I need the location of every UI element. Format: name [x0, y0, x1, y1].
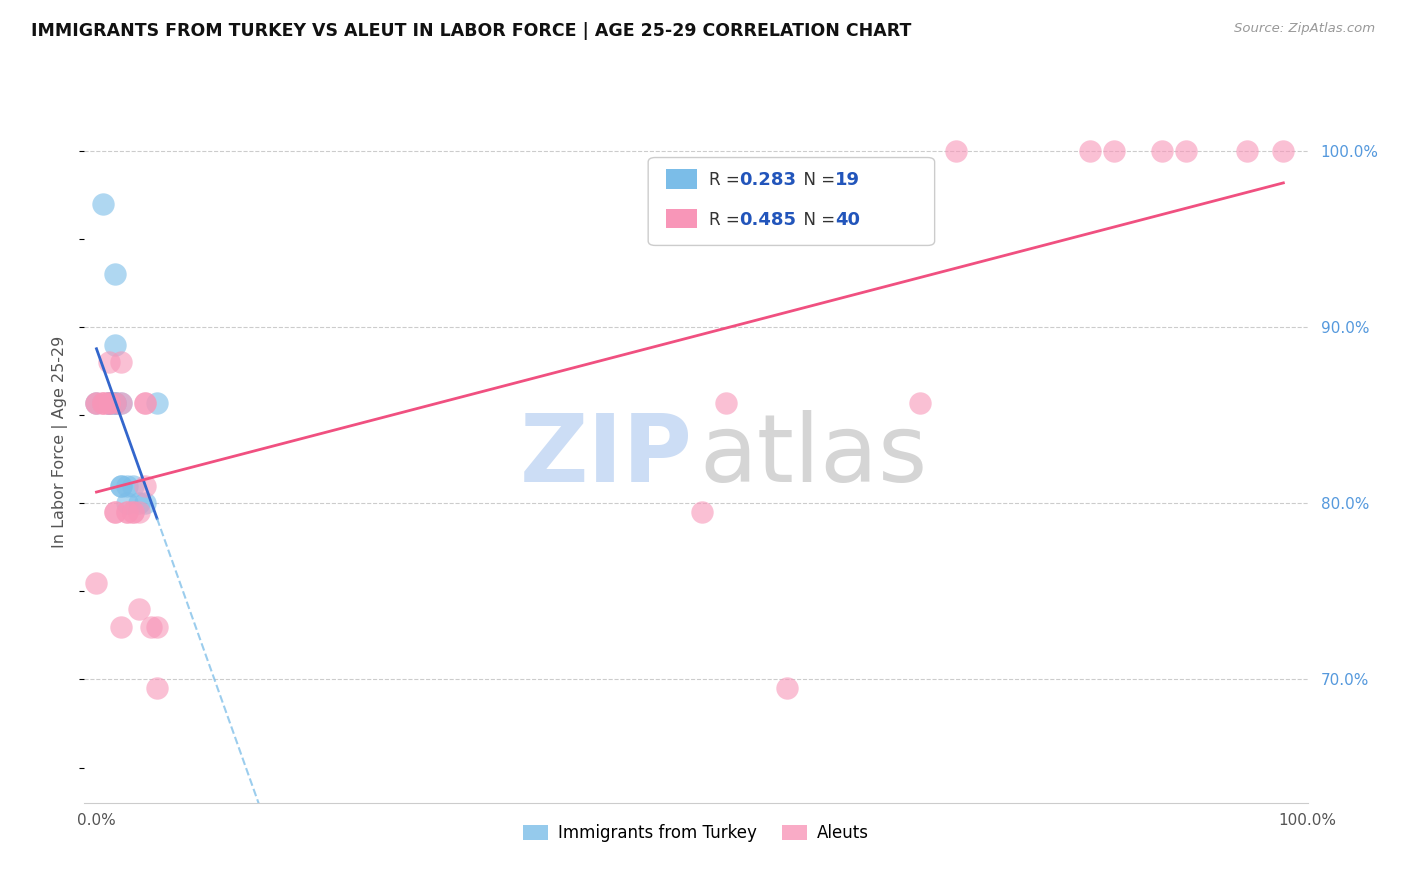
Text: atlas: atlas [700, 410, 928, 502]
Point [91, 396, 114, 410]
Legend: Immigrants from Turkey, Aleuts: Immigrants from Turkey, Aleuts [516, 817, 876, 848]
Text: 0.485: 0.485 [740, 211, 797, 228]
Point [146, 396, 169, 410]
Point [97, 396, 120, 410]
Point [873, 196, 896, 211]
Point [1152, 144, 1174, 158]
Point [121, 478, 143, 492]
Point [1236, 144, 1258, 158]
Point [86, 396, 108, 410]
Point [110, 478, 132, 492]
Point [1102, 144, 1125, 158]
Point [104, 505, 127, 519]
Point [115, 496, 138, 510]
Point [86, 396, 108, 410]
Point [115, 478, 138, 492]
Point [110, 355, 132, 369]
Text: Source: ZipAtlas.com: Source: ZipAtlas.com [1234, 22, 1375, 36]
Point [776, 681, 799, 696]
Point [146, 681, 169, 696]
Point [128, 505, 150, 519]
Text: N =: N = [793, 171, 841, 189]
Point [1175, 144, 1198, 158]
Text: R =: R = [709, 171, 745, 189]
Point [115, 505, 138, 519]
Point [908, 396, 931, 410]
Text: 19: 19 [835, 171, 860, 189]
Point [945, 144, 967, 158]
Point [97, 396, 120, 410]
Point [146, 619, 169, 633]
Point [104, 396, 127, 410]
Text: R =: R = [709, 211, 745, 228]
Point [134, 478, 156, 492]
Text: N =: N = [793, 211, 841, 228]
Point [121, 505, 143, 519]
Point [121, 505, 143, 519]
Point [91, 196, 114, 211]
Point [91, 396, 114, 410]
Y-axis label: In Labor Force | Age 25-29: In Labor Force | Age 25-29 [52, 335, 69, 548]
Point [104, 267, 127, 281]
Text: IMMIGRANTS FROM TURKEY VS ALEUT IN LABOR FORCE | AGE 25-29 CORRELATION CHART: IMMIGRANTS FROM TURKEY VS ALEUT IN LABOR… [31, 22, 911, 40]
Point [134, 396, 156, 410]
Point [1078, 144, 1101, 158]
Point [104, 337, 127, 351]
Point [115, 505, 138, 519]
Point [110, 478, 132, 492]
Point [139, 619, 162, 633]
Point [716, 396, 738, 410]
Point [104, 396, 127, 410]
Point [110, 396, 132, 410]
Point [104, 505, 127, 519]
Point [134, 496, 156, 510]
Point [110, 619, 132, 633]
Point [86, 575, 108, 590]
Point [91, 396, 114, 410]
Point [690, 505, 713, 519]
Point [97, 396, 120, 410]
Point [134, 396, 156, 410]
Point [97, 396, 120, 410]
Point [104, 396, 127, 410]
Text: ZIP: ZIP [519, 410, 692, 502]
Point [97, 396, 120, 410]
Point [86, 396, 108, 410]
Point [97, 355, 120, 369]
Point [104, 396, 127, 410]
Point [97, 396, 120, 410]
Text: 40: 40 [835, 211, 860, 228]
Point [128, 602, 150, 616]
Point [110, 396, 132, 410]
Point [1272, 144, 1295, 158]
Point [128, 496, 150, 510]
Text: 0.283: 0.283 [740, 171, 797, 189]
